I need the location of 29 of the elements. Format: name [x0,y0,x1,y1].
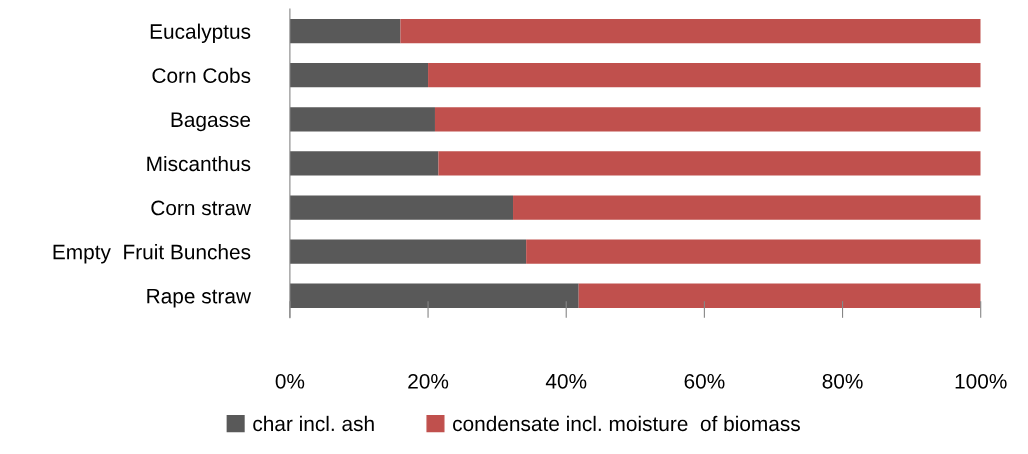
bar [434,107,981,132]
bar [289,195,514,220]
bar [289,283,579,308]
bar [400,19,981,44]
bar [578,283,981,308]
legend-label: condensate incl. moisture of biomass [453,415,800,432]
y-tick-label: Rape straw [147,288,252,308]
x-tick-label: 80% [822,373,863,389]
x-tick-label: 40% [545,373,587,389]
y-tick-label: Empty Fruit Bunches [53,244,251,264]
bar [289,151,439,176]
y-tick-label: Corn Cobs [152,67,251,83]
x-tick-label: 100% [955,373,1007,389]
bar [289,239,527,264]
y-tick-label: Corn straw [151,200,252,216]
x-tick-label: 0% [275,373,305,389]
y-tick-label: Miscanthus [147,155,251,172]
bar [438,151,981,176]
bar [428,63,981,88]
bar [526,239,981,264]
legend-label: char incl. ash [253,415,374,432]
y-tick-label: Eucalyptus [150,23,251,43]
y-tick-label: Bagasse [171,112,251,132]
bar [289,107,435,132]
x-tick-label: 60% [684,373,725,389]
bar [289,63,429,88]
x-tick-label: 20% [408,373,449,389]
bar [513,195,981,220]
bar [289,19,401,44]
